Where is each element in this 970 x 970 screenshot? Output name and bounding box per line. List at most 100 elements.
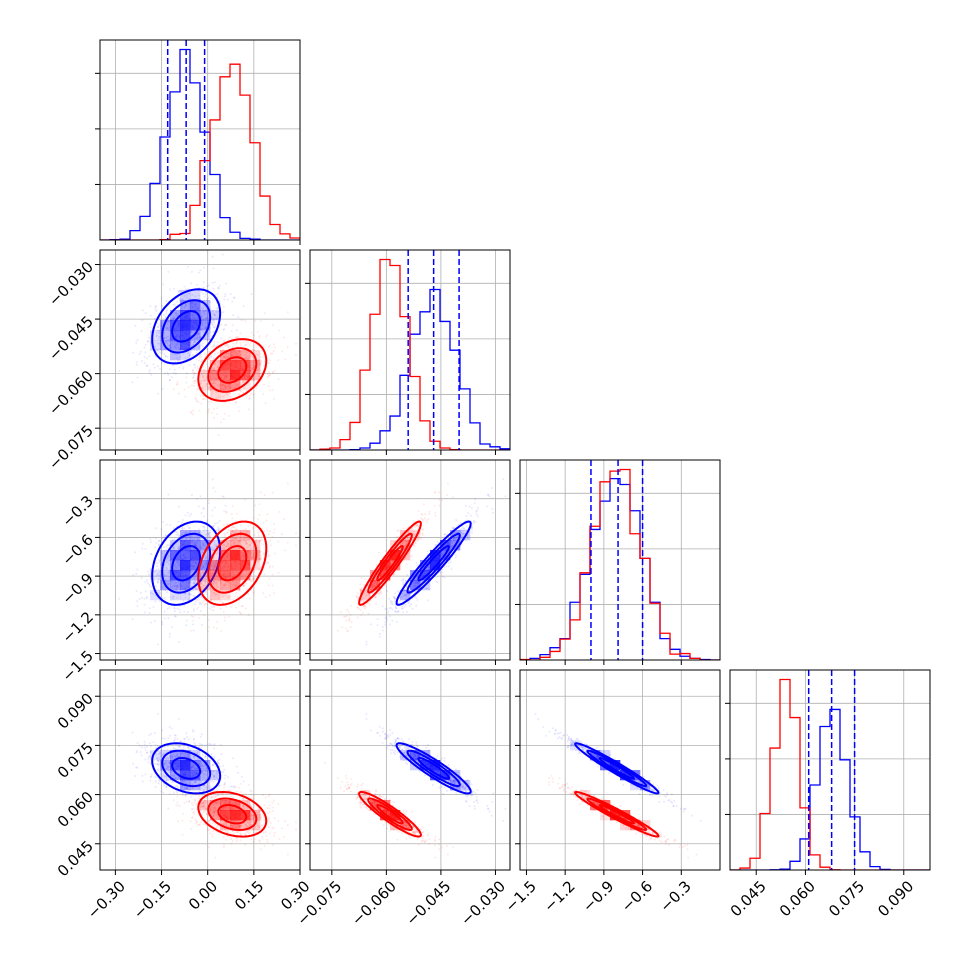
panel-plot-area (520, 460, 720, 660)
scatter-point (153, 317, 156, 320)
scatter-point (202, 525, 205, 528)
scatter-point (207, 630, 210, 633)
scatter-point (405, 527, 408, 530)
scatter-point (192, 384, 195, 387)
scatter-point (210, 593, 213, 596)
scatter-point (194, 295, 197, 298)
scatter-point (236, 582, 239, 585)
scatter-point (410, 530, 413, 533)
scatter-point (160, 552, 163, 555)
scatter-point (252, 570, 255, 573)
scatter-point (213, 565, 216, 568)
scatter-point (174, 582, 177, 585)
scatter-point (427, 568, 430, 571)
scatter-point (173, 615, 176, 618)
scatter-point (179, 301, 182, 304)
scatter-point (140, 329, 143, 332)
scatter-point (222, 610, 225, 613)
scatter-point (218, 528, 221, 531)
scatter-point (202, 774, 205, 777)
scatter-point (193, 587, 196, 590)
scatter-point (192, 380, 195, 383)
scatter-point (203, 526, 206, 529)
scatter-point (240, 350, 243, 353)
scatter-point (238, 349, 241, 352)
density-cell (210, 560, 221, 571)
scatter-point (377, 551, 380, 554)
scatter-point (163, 763, 166, 766)
scatter-point (164, 341, 167, 344)
scatter-point (185, 376, 188, 379)
scatter-point (192, 582, 195, 585)
scatter-point (143, 740, 146, 743)
scatter-point (389, 601, 392, 604)
scatter-point (365, 602, 368, 605)
scatter-point (273, 343, 276, 346)
scatter-point (381, 629, 384, 632)
scatter-point (252, 360, 255, 363)
density-cell (220, 350, 231, 361)
scatter-point (166, 543, 169, 546)
scatter-point (235, 581, 238, 584)
density-cell (180, 540, 191, 551)
scatter-point (214, 543, 217, 546)
scatter-point (211, 391, 214, 394)
scatter-point (156, 349, 159, 352)
scatter-point (258, 335, 261, 338)
scatter-point (235, 341, 238, 344)
scatter-point (219, 581, 222, 584)
scatter-point (222, 328, 225, 331)
scatter-point (204, 580, 207, 583)
scatter-point (211, 608, 214, 611)
scatter-point (161, 305, 164, 308)
scatter-point (236, 345, 239, 348)
scatter-point (213, 343, 216, 346)
scatter-point (208, 607, 211, 610)
scatter-point (211, 377, 214, 380)
scatter-point (452, 526, 455, 529)
contour-level-2 (395, 520, 472, 606)
scatter-point (212, 609, 215, 612)
scatter-point (248, 394, 251, 397)
scatter-point (401, 592, 404, 595)
scatter-point (172, 352, 175, 355)
density-cell (200, 560, 211, 571)
scatter-point (460, 529, 463, 532)
scatter-point (225, 323, 228, 326)
scatter-point (207, 332, 210, 335)
scatter-point (394, 610, 397, 613)
scatter-point (149, 568, 152, 571)
scatter-point (454, 538, 457, 541)
scatter-point (177, 565, 180, 568)
scatter-point (203, 563, 206, 566)
scatter-point (164, 589, 167, 592)
scatter-point (393, 597, 396, 600)
scatter-point (202, 330, 205, 333)
scatter-point (219, 346, 222, 349)
scatter-point (175, 343, 178, 346)
scatter-point (413, 530, 416, 533)
density-cell (200, 540, 211, 551)
scatter-point (231, 517, 234, 520)
scatter-point (156, 769, 159, 772)
scatter-point (364, 605, 367, 608)
scatter-point (170, 727, 173, 730)
scatter-point (386, 611, 389, 614)
scatter-point (367, 612, 370, 615)
scatter-point (200, 344, 203, 347)
scatter-point (213, 578, 216, 581)
scatter-point (211, 323, 214, 326)
scatter-point (223, 543, 226, 546)
scatter-point (405, 585, 408, 588)
scatter-point (148, 611, 151, 614)
scatter-point (167, 320, 170, 323)
scatter-point (216, 361, 219, 364)
scatter-point (204, 590, 207, 593)
density-cell (170, 540, 181, 551)
scatter-point (230, 513, 233, 516)
scatter-point (223, 532, 226, 535)
scatter-point (278, 329, 281, 332)
scatter-point (196, 367, 199, 370)
scatter-point (249, 578, 252, 581)
scatter-point (131, 381, 134, 384)
